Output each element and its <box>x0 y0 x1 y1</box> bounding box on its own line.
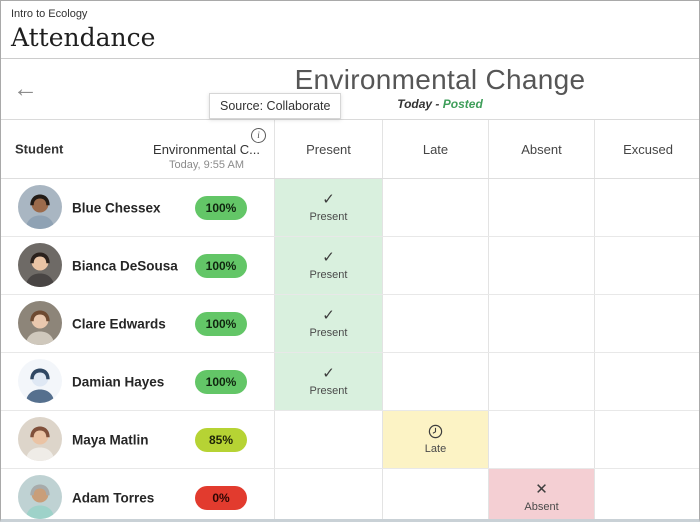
student-name: Clare Edwards <box>72 316 166 331</box>
avatar <box>18 243 62 287</box>
table-row: Blue Chessex 100% ✓ Present <box>1 179 699 237</box>
excused-cell[interactable] <box>594 237 699 294</box>
student-cell: Bianca DeSousa 100% <box>1 237 274 294</box>
table-header: Student i Environmental C... Today, 9:55… <box>1 120 699 179</box>
source-tooltip: Source: Collaborate <box>209 93 342 119</box>
present-cell[interactable]: ✓ Present <box>274 295 382 352</box>
status-label: Present <box>309 269 348 281</box>
check-icon: ✓ <box>322 307 335 324</box>
column-header-excused: Excused <box>594 120 699 178</box>
meeting-column-subtitle: Today, 9:55 AM <box>168 159 244 171</box>
student-cell: Clare Edwards 100% <box>1 295 274 352</box>
avatar <box>18 301 62 345</box>
meeting-title-block: Environmental Change Today - Posted <box>181 64 699 111</box>
excused-cell[interactable] <box>594 295 699 352</box>
attendance-score-badge: 100% <box>195 369 247 394</box>
table-row: Maya Matlin 85% Late <box>1 411 699 469</box>
page-title: Attendance <box>11 23 156 52</box>
status-label: Present <box>309 385 348 397</box>
avatar <box>18 359 62 403</box>
student-name: Damian Hayes <box>72 374 165 389</box>
status-label: Present <box>309 211 348 223</box>
student-cell: Damian Hayes 100% <box>1 353 274 410</box>
attendance-score-badge: 85% <box>195 427 247 452</box>
meeting-column-title: Environmental C... <box>153 142 260 157</box>
absent-cell[interactable] <box>488 411 594 468</box>
status-label: Late <box>424 443 447 455</box>
absent-cell[interactable] <box>488 179 594 236</box>
late-cell[interactable] <box>382 469 488 519</box>
student-cell: Adam Torres 0% <box>1 469 274 519</box>
absent-cell[interactable] <box>488 353 594 410</box>
present-cell[interactable]: ✓ Present <box>274 353 382 410</box>
course-breadcrumb: Intro to Ecology <box>11 8 88 20</box>
meeting-column-header: i Environmental C... Today, 9:55 AM <box>139 123 274 171</box>
avatar <box>18 417 62 461</box>
column-header-present: Present <box>274 120 382 178</box>
avatar <box>18 185 62 229</box>
attendance-score-badge: 100% <box>195 253 247 278</box>
attendance-score-badge: 100% <box>195 195 247 220</box>
absent-cell[interactable] <box>488 295 594 352</box>
student-cell: Maya Matlin 85% <box>1 411 274 468</box>
status-label: Present <box>309 327 348 339</box>
meeting-bar: ← Environmental Change Today - Posted <box>1 59 699 120</box>
student-header-label: Student <box>15 141 64 157</box>
late-cell[interactable] <box>382 179 488 236</box>
attendance-score-badge: 100% <box>195 311 247 336</box>
table-body: Blue Chessex 100% ✓ Present Bianca DeSous… <box>1 179 699 519</box>
late-cell[interactable]: Late <box>382 411 488 468</box>
late-cell[interactable] <box>382 353 488 410</box>
attendance-score-badge: 0% <box>195 485 247 510</box>
late-cell[interactable] <box>382 295 488 352</box>
student-column-header: Student i Environmental C... Today, 9:55… <box>1 120 274 178</box>
excused-cell[interactable] <box>594 411 699 468</box>
student-cell: Blue Chessex 100% <box>1 179 274 236</box>
table-row: Adam Torres 0% ✕ Absent <box>1 469 699 519</box>
check-icon: ✓ <box>322 365 335 382</box>
check-icon: ✓ <box>322 249 335 266</box>
excused-cell[interactable] <box>594 469 699 519</box>
meeting-status-line: Today - Posted <box>181 97 699 111</box>
excused-cell[interactable] <box>594 353 699 410</box>
info-icon[interactable]: i <box>251 128 266 143</box>
meeting-title: Environmental Change <box>294 64 586 95</box>
present-cell[interactable]: ✓ Present <box>274 179 382 236</box>
student-name: Maya Matlin <box>72 432 149 447</box>
page-header: Intro to Ecology Attendance <box>1 1 699 59</box>
table-row: Clare Edwards 100% ✓ Present <box>1 295 699 353</box>
x-icon: ✕ <box>535 481 548 498</box>
absent-cell[interactable]: ✕ Absent <box>488 469 594 519</box>
posted-status: Posted <box>442 97 483 111</box>
table-row: Damian Hayes 100% ✓ Present <box>1 353 699 411</box>
present-cell[interactable]: ✓ Present <box>274 237 382 294</box>
late-cell[interactable] <box>382 237 488 294</box>
present-cell[interactable] <box>274 411 382 468</box>
column-header-absent: Absent <box>488 120 594 178</box>
meeting-date: Today - <box>397 97 440 111</box>
avatar <box>18 475 62 519</box>
status-label: Absent <box>524 501 559 513</box>
student-name: Bianca DeSousa <box>72 258 178 273</box>
student-name: Blue Chessex <box>72 200 161 215</box>
student-name: Adam Torres <box>72 490 155 505</box>
clock-icon <box>428 424 443 440</box>
absent-cell[interactable] <box>488 237 594 294</box>
column-header-late: Late <box>382 120 488 178</box>
table-row: Bianca DeSousa 100% ✓ Present <box>1 237 699 295</box>
present-cell[interactable] <box>274 469 382 519</box>
back-arrow-icon[interactable]: ← <box>13 74 38 103</box>
excused-cell[interactable] <box>594 179 699 236</box>
check-icon: ✓ <box>322 191 335 208</box>
